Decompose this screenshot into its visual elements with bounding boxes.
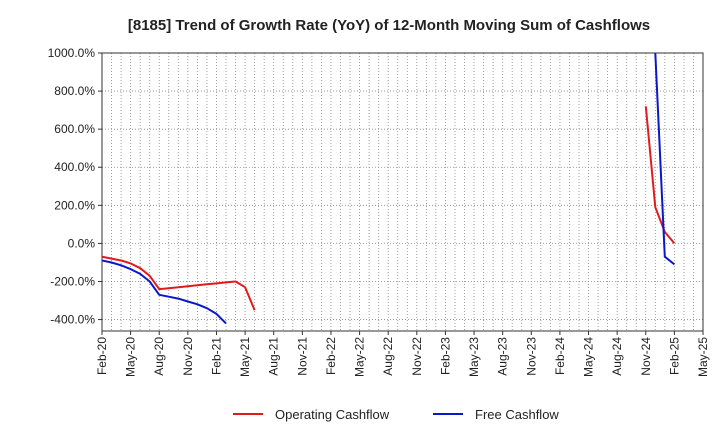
- x-tick-label: May-23: [467, 337, 481, 377]
- y-tick-label: 0.0%: [68, 236, 96, 250]
- y-tick-label: 600.0%: [54, 122, 95, 136]
- x-tick-label: Aug-20: [152, 337, 166, 376]
- x-tick-label: Aug-23: [496, 337, 510, 376]
- grid: [102, 52, 703, 331]
- series-line-operating-cashflow: [102, 106, 676, 311]
- x-tick-label: Aug-24: [610, 337, 624, 376]
- x-tick-label: May-25: [696, 337, 710, 377]
- legend: Operating Cashflow Free Cashflow: [233, 407, 559, 422]
- x-tick-label: Feb-20: [95, 337, 109, 375]
- y-tick-label: -400.0%: [50, 313, 95, 327]
- x-tick-label: Feb-25: [667, 337, 681, 375]
- series-line-free-cashflow: [102, 53, 676, 325]
- x-tick-label: Aug-22: [381, 337, 395, 376]
- x-tick-label: May-22: [353, 337, 367, 377]
- y-tick-label: -200.0%: [50, 274, 95, 288]
- chart-title: [8185] Trend of Growth Rate (YoY) of 12-…: [128, 17, 650, 34]
- legend-label-operating-cashflow: Operating Cashflow: [275, 407, 390, 422]
- y-tick-label: 1000.0%: [48, 46, 96, 60]
- x-tick-label: Nov-23: [524, 337, 538, 376]
- x-tick-label: Nov-24: [639, 337, 653, 376]
- x-tick-label: Feb-22: [324, 337, 338, 375]
- x-tick-label: May-21: [238, 337, 252, 377]
- y-tick-label: 800.0%: [54, 84, 95, 98]
- plot-frame: [101, 52, 704, 332]
- x-tick-label: Nov-20: [181, 337, 195, 376]
- x-tick-label: Nov-22: [410, 337, 424, 376]
- x-tick-label: Nov-21: [295, 337, 309, 376]
- x-tick-label: May-20: [124, 337, 138, 377]
- legend-label-free-cashflow: Free Cashflow: [475, 407, 559, 422]
- x-axis: Feb-20 May-20 Aug-20 Nov-20 Feb-21 May-21 Aug-…: [95, 331, 710, 377]
- x-tick-label: Feb-21: [209, 337, 223, 375]
- y-tick-label: 200.0%: [54, 198, 95, 212]
- y-axis: 1000.0% 800.0% 600.0% 400.0% 200.0% 0.0% -200.…: [48, 46, 102, 327]
- y-tick-label: 400.0%: [54, 160, 95, 174]
- x-tick-label: Feb-23: [438, 337, 452, 375]
- x-tick-label: Aug-21: [267, 337, 281, 376]
- x-tick-label: Feb-24: [553, 337, 567, 375]
- series-layer: [102, 53, 676, 325]
- x-tick-label: May-24: [582, 337, 596, 377]
